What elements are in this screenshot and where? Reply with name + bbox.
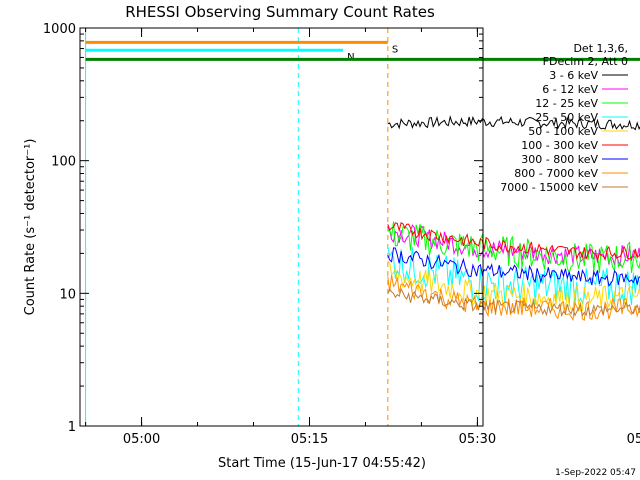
y-tick-label: 1 bbox=[68, 420, 76, 435]
legend-header: Det 1,3,6, bbox=[573, 42, 628, 55]
series-line bbox=[387, 247, 640, 287]
flag-label: N bbox=[347, 52, 354, 63]
legend-entry-label: 12 - 25 keV bbox=[535, 97, 598, 110]
series-line bbox=[387, 222, 640, 262]
chart-title: RHESSI Observing Summary Count Rates bbox=[125, 3, 435, 21]
x-axis-label: Start Time (15-Jun-17 04:55:42) bbox=[218, 456, 426, 471]
x-tick-label: 05:00 bbox=[123, 432, 160, 447]
legend-entry-label: 25 - 50 keV bbox=[535, 111, 598, 124]
legend-entry-label: 50 - 100 keV bbox=[528, 125, 598, 138]
series-line bbox=[387, 115, 640, 131]
legend-entry-label: 3 - 6 keV bbox=[549, 69, 598, 82]
legend-entry-label: 100 - 300 keV bbox=[521, 139, 598, 152]
legend-entry-label: 300 - 800 keV bbox=[521, 153, 598, 166]
series-line bbox=[387, 287, 640, 318]
series-line bbox=[387, 246, 640, 307]
y-tick-label: 10 bbox=[59, 287, 76, 302]
legend-entry-label: 6 - 12 keV bbox=[542, 83, 598, 96]
x-tick-label: 05:15 bbox=[291, 432, 328, 447]
legend-entry-label: 7000 - 15000 keV bbox=[500, 181, 598, 194]
axes: 110100100005:0005:1505:3005:4506:0006:15… bbox=[43, 22, 640, 447]
series-line bbox=[387, 275, 640, 322]
plot-frame bbox=[79, 27, 484, 427]
flag-label: S bbox=[392, 44, 398, 55]
plot-area: SNRD0RD6 bbox=[85, 28, 640, 426]
legend-header: FDecim 2, Att 0 bbox=[543, 55, 628, 68]
y-axis-label: Count Rate (s⁻¹ detector⁻¹) bbox=[23, 139, 38, 316]
y-tick-label: 100 bbox=[51, 155, 76, 170]
series-line bbox=[387, 260, 640, 312]
footer-timestamp: 1-Sep-2022 05:47 bbox=[555, 468, 636, 478]
x-tick-label: 05:30 bbox=[459, 432, 496, 447]
series-line bbox=[387, 221, 640, 274]
series-line bbox=[387, 224, 640, 267]
x-tick-label: 05:45 bbox=[627, 432, 640, 447]
legend-entry-label: 800 - 7000 keV bbox=[514, 167, 598, 180]
y-tick-label: 1000 bbox=[43, 22, 76, 37]
